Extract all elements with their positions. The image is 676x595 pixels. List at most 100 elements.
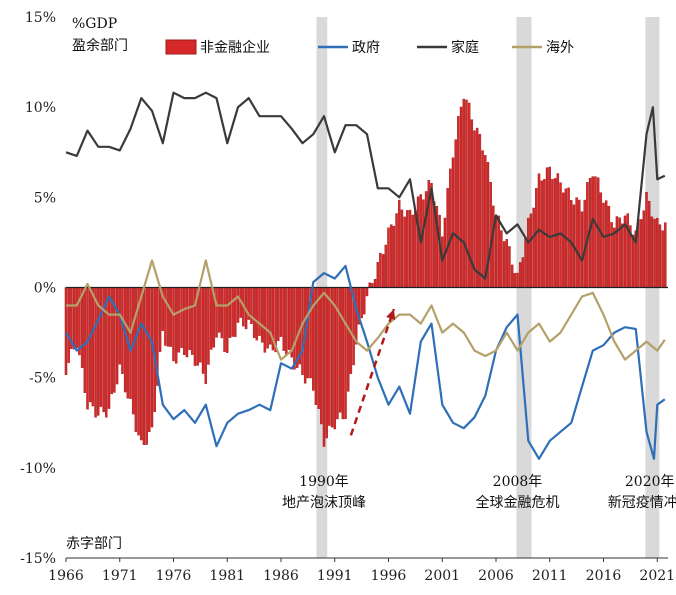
bar-corporate [363, 287, 366, 315]
bar-corporate [513, 273, 517, 288]
bar-corporate [99, 287, 103, 407]
bar-corporate [217, 287, 221, 333]
bar-corporate [484, 155, 487, 288]
bar-corporate [107, 287, 111, 409]
bar-corporate [406, 210, 409, 288]
x-tick-label: 1986 [263, 568, 299, 584]
bar-corporate [389, 224, 393, 288]
x-tick-layer: 1966 1971 1976 1981 1986 1991 1996 2001 2006 2011… [48, 558, 675, 584]
bar-corporate [223, 287, 226, 352]
bar-corporate [118, 287, 121, 365]
bar-corporate [86, 287, 89, 410]
bar-corporate [121, 287, 124, 374]
bar-corporate [255, 287, 259, 341]
bar-corporate [234, 287, 237, 337]
bar-corporate [293, 287, 296, 370]
line-layer [65, 91, 666, 460]
bar-corporate [650, 216, 654, 288]
annotation-year: 2020年 [625, 474, 675, 490]
x-tick-label: 1981 [209, 568, 245, 584]
bar-corporate [607, 205, 611, 288]
bar-corporate [226, 287, 229, 353]
bar-corporate [183, 287, 186, 356]
bar-corporate [371, 283, 374, 288]
bar-corporate [177, 287, 181, 353]
bar-corporate [599, 192, 603, 288]
bar-corporate [185, 287, 189, 358]
y-tick-label: 10% [25, 100, 56, 116]
bar-corporate [489, 182, 492, 288]
legend-label-household: 家庭 [451, 39, 479, 56]
bar-corporate [446, 188, 449, 288]
bar-corporate [258, 287, 261, 336]
bar-corporate [553, 178, 557, 288]
bar-corporate [457, 116, 460, 288]
y-tick-label: -10% [20, 461, 56, 477]
bar-corporate [180, 287, 183, 348]
bar-layer [64, 98, 667, 447]
bar-corporate [580, 211, 584, 288]
legend-label-government: 政府 [352, 40, 380, 56]
bar-corporate [661, 230, 664, 288]
bar-corporate [416, 196, 420, 288]
bar-corporate [454, 139, 457, 288]
bar-corporate [422, 199, 425, 288]
bar-corporate [285, 287, 288, 355]
line-government [65, 264, 666, 460]
bar-corporate [411, 214, 414, 288]
bar-corporate [548, 166, 551, 288]
bar-corporate [266, 287, 269, 349]
bar-corporate [626, 213, 629, 288]
bar-corporate [328, 287, 331, 426]
bar-corporate [344, 287, 347, 420]
bar-corporate [516, 272, 519, 288]
bar-corporate [384, 244, 388, 288]
y-tick-label: 15% [25, 10, 56, 26]
bar-corporate [88, 287, 92, 403]
bar-corporate [220, 287, 224, 339]
bar-corporate [400, 209, 404, 288]
bar-corporate [492, 205, 495, 288]
bar-corporate [449, 168, 452, 288]
bottom-label: 赤字部门 [66, 536, 122, 552]
annotation-event: 地产泡沫顶峰 [282, 495, 366, 511]
bar-corporate [207, 287, 210, 365]
bar-corporate [529, 213, 533, 288]
bar-corporate [645, 191, 648, 288]
x-tick-label: 2006 [478, 568, 514, 584]
annotation-year: 1990年 [299, 474, 349, 490]
bar-corporate [83, 287, 87, 393]
bar-corporate [330, 287, 334, 428]
bar-corporate [365, 287, 369, 297]
bar-corporate [131, 287, 135, 415]
annotation-year: 2008年 [493, 474, 543, 490]
x-tick-label: 1991 [317, 568, 353, 584]
legend-label-overseas: 海外 [546, 40, 574, 56]
bar-corporate [191, 287, 194, 355]
bar-corporate [591, 176, 594, 288]
bar-corporate [373, 278, 377, 288]
bar-corporate [518, 262, 522, 288]
annotation-event: 新冠疫情冲击 [608, 495, 676, 511]
bar-corporate [260, 287, 264, 343]
bar-corporate [325, 287, 328, 439]
bar-corporate [236, 287, 240, 323]
bar-corporate [287, 287, 291, 350]
bar-corporate [602, 202, 605, 288]
bar-corporate [282, 287, 285, 351]
bar-corporate [575, 197, 578, 288]
bar-corporate [639, 219, 643, 288]
bar-corporate [535, 188, 538, 288]
bar-corporate [379, 252, 382, 288]
bar-corporate [295, 287, 299, 368]
bar-corporate [395, 213, 398, 288]
bar-corporate [172, 287, 175, 362]
chart-subtitle: 盈余部门 [72, 37, 128, 54]
bar-corporate [123, 287, 127, 393]
bar-corporate [80, 287, 84, 368]
bar-corporate [613, 227, 616, 288]
bar-corporate [656, 217, 659, 288]
bar-corporate [462, 98, 465, 288]
bar-corporate [387, 227, 390, 288]
